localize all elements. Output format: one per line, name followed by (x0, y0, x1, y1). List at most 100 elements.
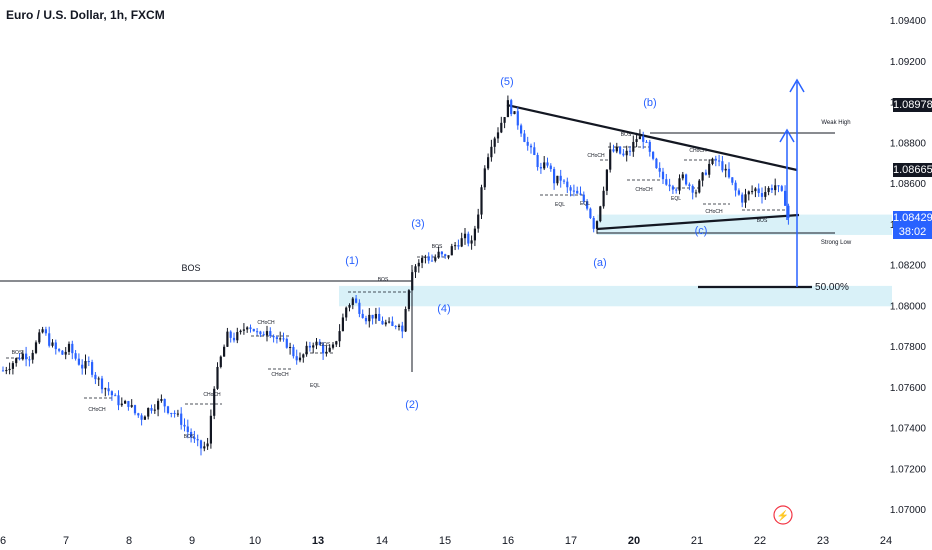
candle-body (529, 145, 533, 148)
candle-body (173, 412, 176, 414)
candle-body (572, 190, 575, 192)
x-tick-label: 20 (628, 535, 640, 547)
candle-body (691, 185, 694, 193)
candle-body (401, 325, 404, 332)
candle-body (302, 354, 305, 358)
candle-body (341, 317, 344, 332)
candle-body (417, 262, 420, 267)
candle-body (612, 149, 615, 152)
candle-body (510, 100, 513, 115)
mid-price-tag: 1.08665 (893, 163, 932, 177)
wave-c-label: (c) (695, 225, 708, 237)
candle-body (71, 343, 74, 354)
candle-body (381, 320, 384, 325)
x-tick-label: 9 (189, 535, 195, 547)
candle-body (229, 331, 232, 338)
candle-body (576, 190, 579, 194)
candle-body (483, 168, 486, 188)
chart-title: Euro / U.S. Dollar, 1h, FXCM (6, 8, 165, 22)
candle-body (361, 313, 364, 318)
candle-body (605, 169, 608, 191)
x-tick-label: 16 (502, 535, 514, 547)
candle-body (81, 364, 84, 369)
candle-body (110, 391, 113, 396)
candle-body (764, 192, 767, 197)
candle-body (394, 325, 397, 327)
candle-body (94, 374, 97, 380)
candle-body (262, 334, 265, 336)
countdown-tag: 38:02 (893, 225, 932, 239)
candle-body (526, 141, 529, 146)
candle-body (74, 353, 77, 359)
candle-body (120, 403, 123, 406)
candle-body (595, 221, 599, 229)
candle-body (298, 357, 302, 361)
candle-body (490, 146, 493, 158)
y-tick-label: 1.07800 (890, 342, 927, 353)
candle-body (467, 233, 470, 244)
x-tick-label: 17 (565, 535, 577, 547)
candle-body (358, 302, 361, 314)
candle-body (348, 304, 351, 308)
structure-marker-label: EQL (580, 201, 590, 207)
candle-body (328, 347, 331, 352)
wave-3-label: (3) (411, 218, 424, 230)
candle-body (252, 328, 255, 332)
candle-body (199, 440, 203, 449)
candle-body (104, 388, 107, 390)
candle-body (84, 361, 87, 369)
x-tick-label: 7 (63, 535, 69, 547)
candle-body (787, 205, 790, 218)
candle-body (757, 188, 760, 194)
wave-5-label: (5) (500, 76, 513, 88)
candle-body (41, 329, 44, 333)
candle-body (355, 298, 358, 303)
candle-body (335, 341, 338, 345)
candle-body (473, 228, 476, 241)
candle-body (338, 331, 341, 342)
candle-body (513, 111, 516, 115)
candle-body (308, 345, 311, 348)
candle-body (454, 245, 457, 247)
candle-body (737, 190, 740, 195)
candle-body (539, 167, 542, 169)
candle-body (143, 416, 146, 420)
x-tick-label: 14 (376, 535, 388, 547)
candle-body (424, 256, 427, 258)
candle-body (249, 327, 252, 329)
candle-body (312, 345, 315, 348)
candle-body (269, 331, 272, 337)
candle-body (414, 266, 417, 273)
candle-body (209, 415, 212, 444)
candle-body (582, 194, 585, 202)
candle-body (34, 342, 38, 353)
candle-body (632, 141, 635, 152)
candle-body (28, 359, 31, 361)
candle-body (371, 314, 374, 319)
candle-body (100, 378, 104, 390)
candle-body (681, 174, 684, 179)
y-tick-label: 1.08200 (890, 261, 927, 272)
candle-body (784, 190, 787, 206)
candle-body (226, 331, 229, 347)
wave-4-label: (4) (437, 303, 450, 315)
candle-body (391, 321, 394, 326)
candle-body (407, 290, 410, 310)
candle-body (615, 146, 618, 152)
candle-body (734, 182, 737, 191)
candle-body (163, 399, 166, 407)
candle-body (176, 413, 179, 415)
candle-body (203, 446, 206, 449)
candle-body (645, 141, 648, 143)
candle-body (378, 313, 381, 321)
candle-body (450, 246, 453, 256)
candle-body (533, 147, 536, 155)
candle-body (242, 329, 245, 331)
candle-body (559, 175, 562, 181)
candle-body (114, 395, 117, 397)
x-tick-label: 23 (817, 535, 829, 547)
candle-body (694, 192, 698, 194)
candle-body (777, 185, 780, 187)
candle-body (678, 178, 681, 191)
